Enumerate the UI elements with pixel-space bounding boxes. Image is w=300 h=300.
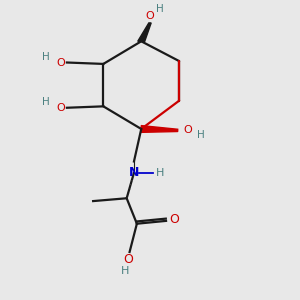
Text: O: O bbox=[184, 125, 192, 135]
Text: O: O bbox=[169, 213, 179, 226]
Text: H: H bbox=[42, 52, 50, 62]
Text: N: N bbox=[129, 166, 139, 179]
Text: O: O bbox=[57, 103, 65, 113]
Polygon shape bbox=[138, 23, 151, 41]
Text: O: O bbox=[146, 11, 154, 22]
Text: O: O bbox=[57, 58, 65, 68]
Polygon shape bbox=[141, 126, 178, 132]
Text: O: O bbox=[123, 254, 133, 266]
Text: H: H bbox=[42, 97, 50, 107]
Text: H: H bbox=[156, 168, 164, 178]
Text: H: H bbox=[121, 266, 129, 276]
Text: H: H bbox=[156, 4, 164, 14]
Text: H: H bbox=[197, 130, 204, 140]
